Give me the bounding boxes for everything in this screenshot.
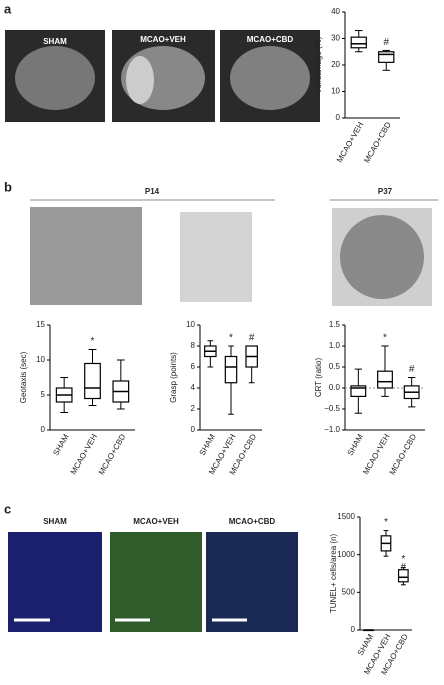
x-tick-label: SHAM xyxy=(51,432,71,457)
y-tick-label: 0.5 xyxy=(329,362,341,371)
lesion xyxy=(126,56,154,104)
y-axis-label: TUNEL+ cells/area (n) xyxy=(329,533,338,613)
photo xyxy=(180,212,252,302)
y-tick-label: 0 xyxy=(41,425,46,434)
y-tick-label: 10 xyxy=(186,320,195,329)
image-caption: MCAO+CBD xyxy=(247,35,294,44)
y-tick-label: 0 xyxy=(351,625,356,634)
y-tick-label: −1.0 xyxy=(324,425,340,434)
y-axis-label: CRT (ratio) xyxy=(314,358,323,398)
y-tick-label: 1000 xyxy=(337,550,355,559)
image-caption: SHAM xyxy=(43,37,67,46)
y-tick-label: 10 xyxy=(331,87,340,96)
x-tick-label: SHAM xyxy=(346,432,366,457)
x-tick-label: MCAO+CBD xyxy=(362,120,393,164)
annotation: # xyxy=(409,364,415,375)
annotation: * xyxy=(383,333,387,344)
y-tick-label: 4 xyxy=(191,383,196,392)
image-caption: MCAO+CBD xyxy=(229,517,276,526)
image-caption: MCAO+VEH xyxy=(140,35,186,44)
x-tick-label: SHAM xyxy=(198,432,218,457)
y-tick-label: 1.5 xyxy=(329,320,341,329)
y-tick-label: 15 xyxy=(36,320,45,329)
y-axis-label: Geotaxis (sec) xyxy=(19,351,28,403)
x-tick-label: MCAO+CBD xyxy=(97,432,128,476)
group-title: P14 xyxy=(145,187,160,196)
annotation: * xyxy=(91,336,95,347)
y-tick-label: 500 xyxy=(342,587,356,596)
box xyxy=(84,362,101,400)
brain xyxy=(230,46,310,110)
y-tick-label: 10 xyxy=(36,355,45,364)
y-tick-label: 0 xyxy=(336,113,341,122)
x-tick-label: MCAO+VEH xyxy=(69,432,99,476)
box xyxy=(350,385,367,397)
y-tick-label: 40 xyxy=(331,7,340,16)
y-tick-label: 2 xyxy=(191,404,196,413)
box xyxy=(224,355,238,384)
x-tick-label: MCAO+VEH xyxy=(361,432,391,476)
tunel-image xyxy=(206,532,298,632)
box xyxy=(350,36,367,49)
y-axis-label: Grasp (points) xyxy=(169,352,178,403)
annotation: * xyxy=(229,333,233,344)
y-tick-label: 20 xyxy=(331,60,340,69)
y-tick-label: 8 xyxy=(191,341,196,350)
tunel-image xyxy=(8,532,102,632)
annotation: # xyxy=(249,333,255,344)
wheel xyxy=(340,215,424,299)
annotation: # xyxy=(401,562,407,573)
y-tick-label: 0 xyxy=(191,425,196,434)
panel-label: a xyxy=(4,1,12,16)
x-tick-label: MCAO+CBD xyxy=(388,432,419,476)
panel-label: b xyxy=(4,179,12,194)
tunel-image xyxy=(110,532,202,632)
y-tick-label: 0.0 xyxy=(329,383,341,392)
brain xyxy=(15,46,95,110)
annotation: * xyxy=(384,517,388,528)
group-title: P37 xyxy=(378,187,393,196)
box xyxy=(397,569,409,583)
annotation: * xyxy=(401,554,405,565)
y-axis-label: Vol.damage (%) xyxy=(314,36,323,93)
image-caption: SHAM xyxy=(43,517,67,526)
box xyxy=(378,51,395,63)
y-tick-label: 6 xyxy=(191,362,196,371)
y-tick-label: 30 xyxy=(331,34,340,43)
box xyxy=(377,370,393,389)
y-tick-label: 1500 xyxy=(337,512,355,521)
image-caption: MCAO+VEH xyxy=(133,517,179,526)
photo xyxy=(30,207,142,305)
y-tick-label: 1.0 xyxy=(329,341,341,350)
x-tick-label: MCAO+VEH xyxy=(335,120,365,164)
y-tick-label: 5 xyxy=(41,390,46,399)
y-tick-label: −0.5 xyxy=(324,404,340,413)
panel-label: c xyxy=(4,501,11,516)
annotation: # xyxy=(383,37,389,48)
